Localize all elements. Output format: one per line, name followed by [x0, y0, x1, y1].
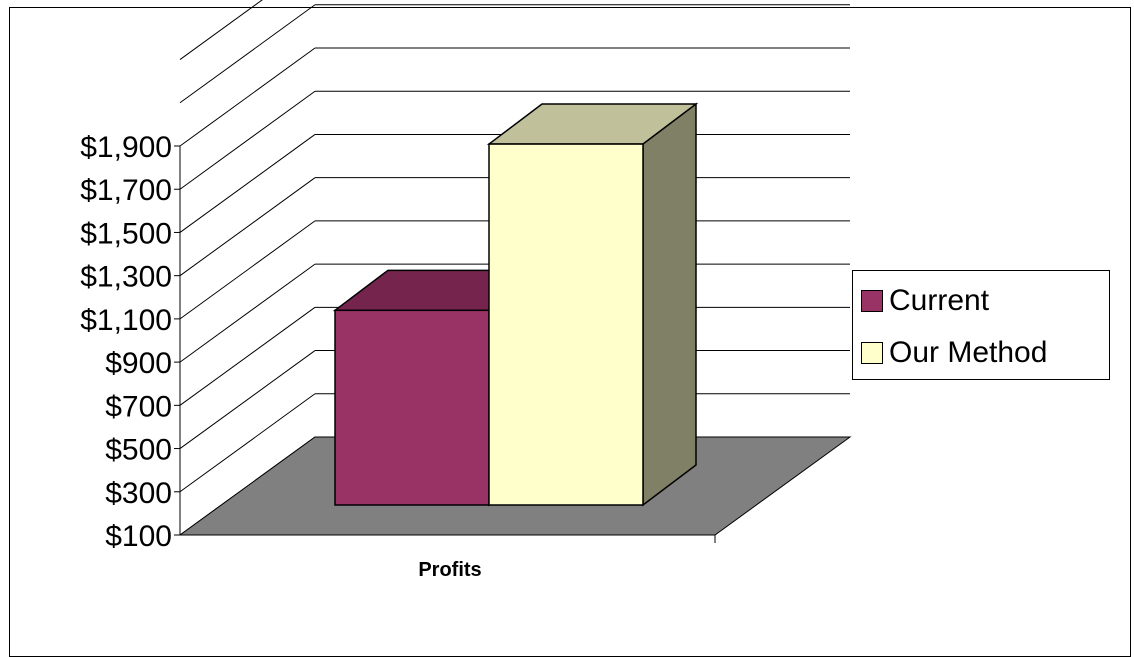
y-axis: [174, 145, 716, 543]
y-tick-label: $700: [105, 390, 172, 423]
legend-item-our-method: Our Method: [861, 335, 1047, 371]
legend-label-our-method: Our Method: [889, 336, 1048, 369]
bar-front-face: [334, 309, 490, 506]
y-tick-label: $1,300: [80, 261, 172, 294]
x-axis-category-label: Profits: [418, 559, 481, 581]
y-tick-label: $100: [105, 520, 172, 553]
legend-swatch-our-method: [861, 342, 883, 364]
gridline-side: [179, 177, 316, 277]
gridline-side: [179, 134, 316, 233]
gridline-side: [179, 393, 316, 493]
legend-item-current: Current: [861, 283, 989, 319]
y-tick-label: $500: [105, 434, 172, 467]
gridline-side: [179, 350, 316, 449]
y-tick-label: $900: [105, 347, 172, 380]
bar-side-face: [642, 102, 697, 507]
gridline-side: [179, 47, 316, 147]
gridline-side: [179, 306, 316, 406]
gridline-side: [179, 90, 316, 190]
legend-label-current: Current: [889, 284, 990, 317]
legend-swatch-current: [861, 290, 883, 312]
y-tick-label: $300: [105, 477, 172, 510]
y-tick-label: $1,100: [80, 304, 172, 337]
gridline-side: [179, 0, 263, 60]
y-tick-label: $1,500: [80, 217, 172, 250]
bars: [332, 102, 699, 507]
tick-labels: $100 $300 $500 $700 $900 $1,100 $1,300 $1,500 $1…: [80, 131, 172, 553]
gridline-side: [179, 220, 316, 320]
bar-our-method: [486, 102, 699, 507]
bar-front-face: [488, 143, 644, 506]
gridline-side: [179, 4, 316, 104]
gridline-side: [179, 263, 316, 363]
y-tick-label: $1,700: [80, 174, 172, 207]
y-tick-label: $1,900: [80, 131, 172, 164]
legend: Current Our Method: [852, 270, 1110, 380]
